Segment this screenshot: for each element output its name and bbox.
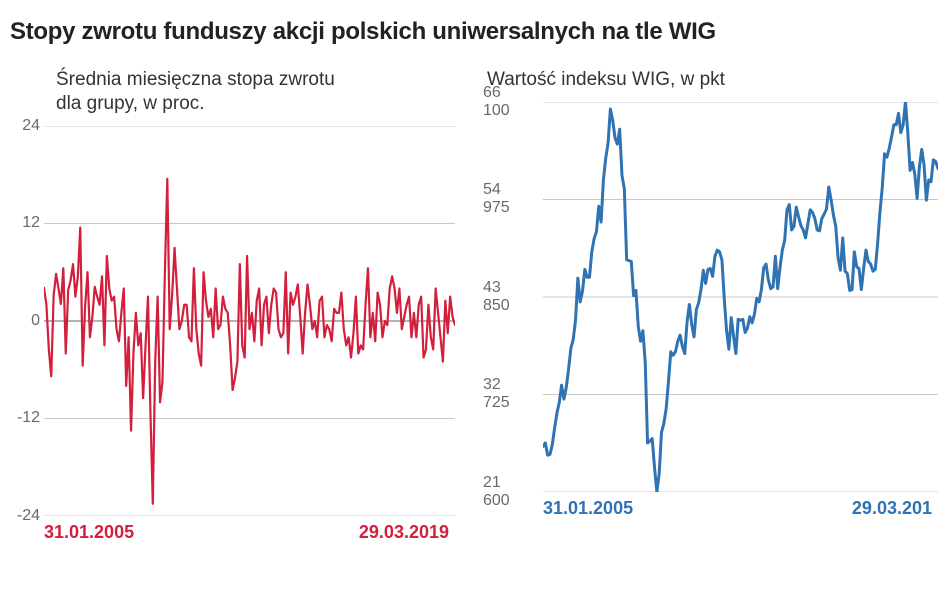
y-tick-label: -24 bbox=[17, 507, 40, 525]
chart-left-y-labels: -24-1201224 bbox=[10, 126, 44, 516]
y-tick-label: 54 975 bbox=[483, 181, 527, 217]
series-line bbox=[44, 178, 455, 503]
chart-right: Wartość indeksu WIG, w pkt 21 600 32 725 4… bbox=[483, 68, 938, 546]
chart-right-x-labels: 31.01.2005 29.03.201 bbox=[543, 496, 938, 522]
y-tick-label: 0 bbox=[31, 312, 40, 330]
y-tick-label: 24 bbox=[22, 117, 40, 135]
chart-left-svg bbox=[44, 126, 455, 516]
chart-left-plot-area bbox=[44, 126, 455, 516]
chart-left-subtitle: Średnia miesięczna stopa zwrotudla grupy… bbox=[10, 68, 455, 116]
chart-right-x-end: 29.03.201 bbox=[852, 498, 932, 522]
chart-left: Średnia miesięczna stopa zwrotudla grupy… bbox=[10, 68, 455, 546]
y-tick-label: 21 600 bbox=[483, 474, 527, 510]
chart-left-x-labels: 31.01.2005 29.03.2019 bbox=[44, 520, 455, 546]
chart-right-plot-area bbox=[543, 102, 938, 492]
y-tick-label: -12 bbox=[17, 409, 40, 427]
main-title: Stopy zwrotu funduszy akcji polskich uni… bbox=[10, 18, 948, 46]
y-tick-label: 12 bbox=[22, 214, 40, 232]
y-tick-label: 43 850 bbox=[483, 279, 527, 315]
chart-right-y-labels: 21 60032 72543 85054 97566 100 bbox=[483, 102, 527, 492]
chart-left-x-end: 29.03.2019 bbox=[359, 522, 449, 546]
chart-left-plot-wrap: -24-1201224 31.01.2005 29.03.2019 bbox=[10, 126, 455, 546]
y-tick-label: 66 100 bbox=[483, 84, 527, 120]
chart-left-x-start: 31.01.2005 bbox=[44, 522, 134, 546]
chart-right-subtitle: Wartość indeksu WIG, w pkt bbox=[483, 68, 938, 92]
y-tick-label: 32 725 bbox=[483, 376, 527, 412]
chart-right-x-start: 31.01.2005 bbox=[543, 498, 633, 522]
chart-right-plot-wrap: 21 60032 72543 85054 97566 100 31.01.200… bbox=[483, 102, 938, 522]
charts-row: Średnia miesięczna stopa zwrotudla grupy… bbox=[10, 68, 948, 546]
chart-right-svg bbox=[543, 102, 938, 492]
